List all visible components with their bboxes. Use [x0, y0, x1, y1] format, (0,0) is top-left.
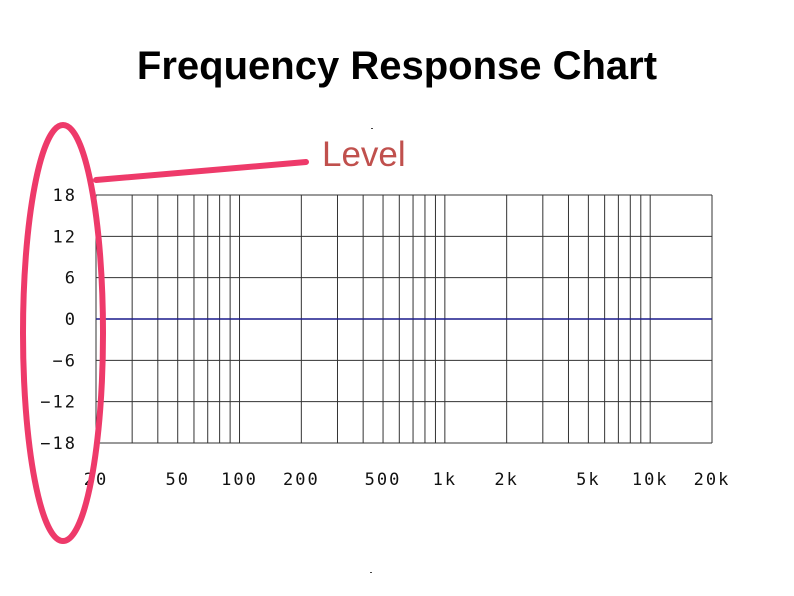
x-tick-label: 20k: [694, 470, 731, 490]
y-tick-label: −12: [40, 393, 77, 413]
annotation-layer: [20, 122, 309, 544]
y-tick-label: −18: [40, 434, 77, 454]
y-tick-label: 18: [53, 186, 77, 206]
annotation-level-label: Level: [322, 135, 406, 174]
y-tick-label: −6: [53, 351, 77, 371]
x-tick-label: 200: [283, 470, 320, 490]
y-axis-ticks: 18 12 6 0 −6 −12 −18: [40, 186, 77, 454]
x-tick-label: 50: [165, 470, 189, 490]
y-tick-label: 0: [65, 310, 77, 330]
x-axis-ticks: 20 50 100 200 500 1k 2k 5k 10k 20k: [84, 470, 731, 490]
y-tick-label: 6: [65, 269, 77, 289]
annotation-callout-line: [93, 159, 309, 183]
x-tick-label: 2k: [494, 470, 518, 490]
stray-dot-bottom: [370, 572, 372, 573]
stray-dot-top: [371, 128, 373, 129]
x-tick-label: 5k: [576, 470, 600, 490]
y-axis-highlight-ellipse: [20, 122, 106, 544]
y-tick-label: 12: [53, 227, 77, 247]
x-tick-label: 1k: [433, 470, 457, 490]
x-tick-label: 500: [365, 470, 402, 490]
x-tick-label: 10k: [632, 470, 669, 490]
x-tick-label: 100: [221, 470, 258, 490]
slide-title: Frequency Response Chart: [136, 44, 658, 88]
